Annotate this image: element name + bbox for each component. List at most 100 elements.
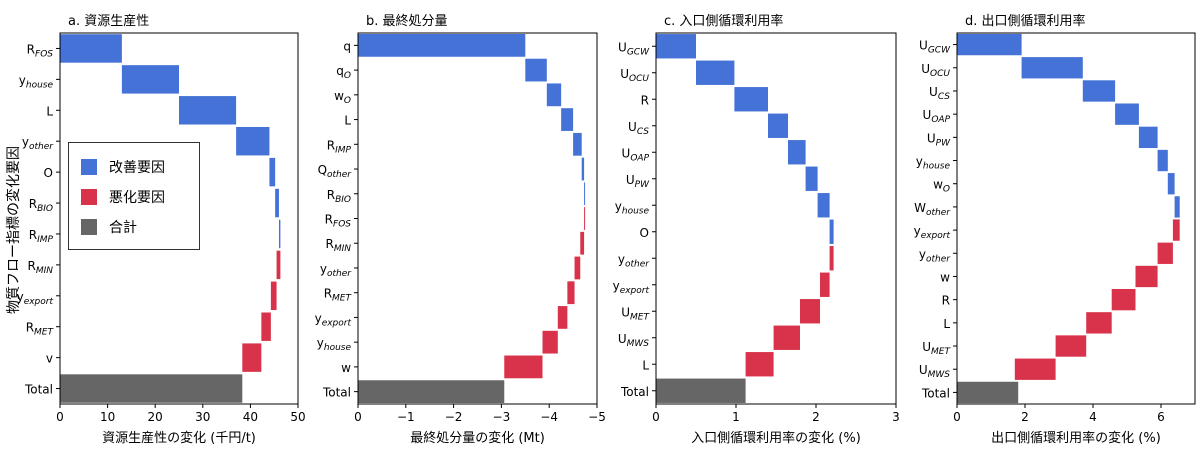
factor-label: RMET [26, 321, 55, 338]
x-tick-label: 0 [354, 410, 362, 424]
factor-label: RIMP [29, 228, 54, 245]
waterfall-bar [820, 272, 830, 297]
waterfall-bar [829, 246, 834, 271]
waterfall-bar [276, 250, 281, 280]
plot-frame [357, 32, 598, 405]
x-tick-label: 0 [652, 410, 660, 424]
waterfall-bar [656, 34, 696, 59]
factor-label: R [942, 294, 950, 308]
x-tick-label: 10 [100, 410, 115, 424]
y-axis-label-svg: 物質フロー指標の変化要因 [5, 146, 22, 314]
factor-label: yhouse [615, 199, 650, 216]
waterfall-bar [1014, 358, 1056, 380]
factor-label: yother [320, 262, 352, 279]
x-tick-label: 30 [195, 410, 210, 424]
waterfall-bar [574, 256, 581, 280]
x-tick-label: 50 [290, 410, 305, 424]
factor-label: UPW [927, 131, 951, 148]
total-label: Total [322, 386, 351, 400]
x-tick-label: 1 [732, 410, 740, 424]
waterfall-bar [275, 188, 279, 218]
panel-4: d. 出口側循環利用率 UGCW UOCU UCS UOAP UPW yhouse wO Wot… [914, 13, 1196, 446]
factor-label: Qother [318, 163, 353, 180]
waterfall-bar [1157, 149, 1168, 172]
factor-label: yexport [315, 311, 352, 328]
x-tick-label: −1 [397, 410, 415, 424]
legend-swatch-total [81, 219, 97, 235]
x-tick-label: −3 [493, 410, 511, 424]
waterfall-bar [773, 325, 800, 350]
waterfall-bar [1135, 265, 1158, 288]
y-axis-label-container: 物質フロー指標の変化要因 [4, 70, 22, 390]
waterfall-bar [584, 207, 586, 230]
factor-label: UCS [929, 85, 950, 102]
legend-swatch-improve [81, 159, 97, 175]
factor-label: Wother [914, 201, 951, 218]
factor-label: wO [933, 178, 950, 195]
panel-title: c. 入口側循環利用率 [664, 13, 783, 29]
waterfall-bar [584, 182, 586, 206]
total-label: Total [921, 386, 950, 400]
factor-label: w [940, 270, 950, 284]
factor-label: UMET [922, 340, 951, 357]
waterfall-bar [788, 140, 806, 165]
total-bar [60, 374, 243, 403]
factor-label: yother [919, 247, 951, 264]
waterfall-bar [261, 312, 271, 341]
waterfall-bar [805, 166, 818, 191]
factor-label: yexport [914, 224, 951, 241]
factor-label: v [46, 352, 53, 366]
factor-label: R [641, 93, 649, 107]
factor-label: yother [618, 252, 650, 269]
factor-label: RBIO [327, 188, 351, 205]
factor-label: RIMP [327, 138, 352, 155]
waterfall-bar [1055, 335, 1087, 357]
factor-label: yexport [17, 290, 54, 307]
waterfall-bar [768, 113, 788, 138]
legend-label-total: 合計 [109, 220, 137, 236]
x-tick-label: 2 [812, 410, 820, 424]
waterfall-bar [1174, 196, 1180, 218]
factor-label: RMIN [326, 237, 352, 254]
factor-label: yexport [613, 279, 650, 296]
panel-3: c. 入口側循環利用率 UGCW UOCU R UCS UOAP UPW yhouse Oyot… [613, 13, 900, 446]
waterfall-bar [1111, 288, 1136, 311]
legend-swatch-worsen [81, 189, 97, 205]
factor-label: UOCU [620, 67, 649, 84]
legend-item-improve: 改善要因 [81, 157, 165, 177]
factor-label: L [46, 104, 53, 118]
panel-title: b. 最終処分量 [366, 13, 448, 29]
waterfall-bar [567, 281, 575, 305]
waterfall-bar [1167, 173, 1175, 195]
waterfall-bar [1138, 126, 1158, 149]
factor-label: yhouse [916, 155, 951, 172]
x-tick-label: 4 [1089, 410, 1097, 424]
factor-label: UOCU [921, 62, 950, 79]
waterfall-bar [1172, 219, 1180, 241]
waterfall-bar [557, 306, 568, 329]
waterfall-bar [269, 157, 276, 187]
legend: 改善要因 悪化要因 合計 [68, 142, 200, 250]
x-tick-label: −4 [540, 410, 558, 424]
panel-title: d. 出口側循環利用率 [965, 13, 1086, 29]
legend-label-worsen: 悪化要因 [109, 190, 165, 206]
waterfall-bar [829, 219, 834, 244]
waterfall-bar [561, 108, 574, 131]
factor-label: L [943, 317, 950, 331]
plot-frame [59, 32, 299, 405]
waterfall-bar [696, 60, 735, 85]
factor-label: RMET [324, 287, 353, 304]
waterfall-bar [745, 352, 774, 377]
x-axis-label: 資源生産性の変化 (千円/t) [102, 430, 256, 446]
factor-label: UOAP [923, 108, 951, 125]
waterfall-bar [242, 343, 262, 372]
factor-label: wO [334, 89, 351, 106]
factor-label: UCS [628, 120, 649, 137]
waterfall-bar [957, 33, 1022, 56]
waterfall-bar [270, 281, 277, 311]
factor-label: yhouse [317, 336, 352, 353]
total-label: Total [620, 385, 649, 399]
total-bar [957, 381, 1019, 404]
factor-label: O [44, 166, 53, 180]
